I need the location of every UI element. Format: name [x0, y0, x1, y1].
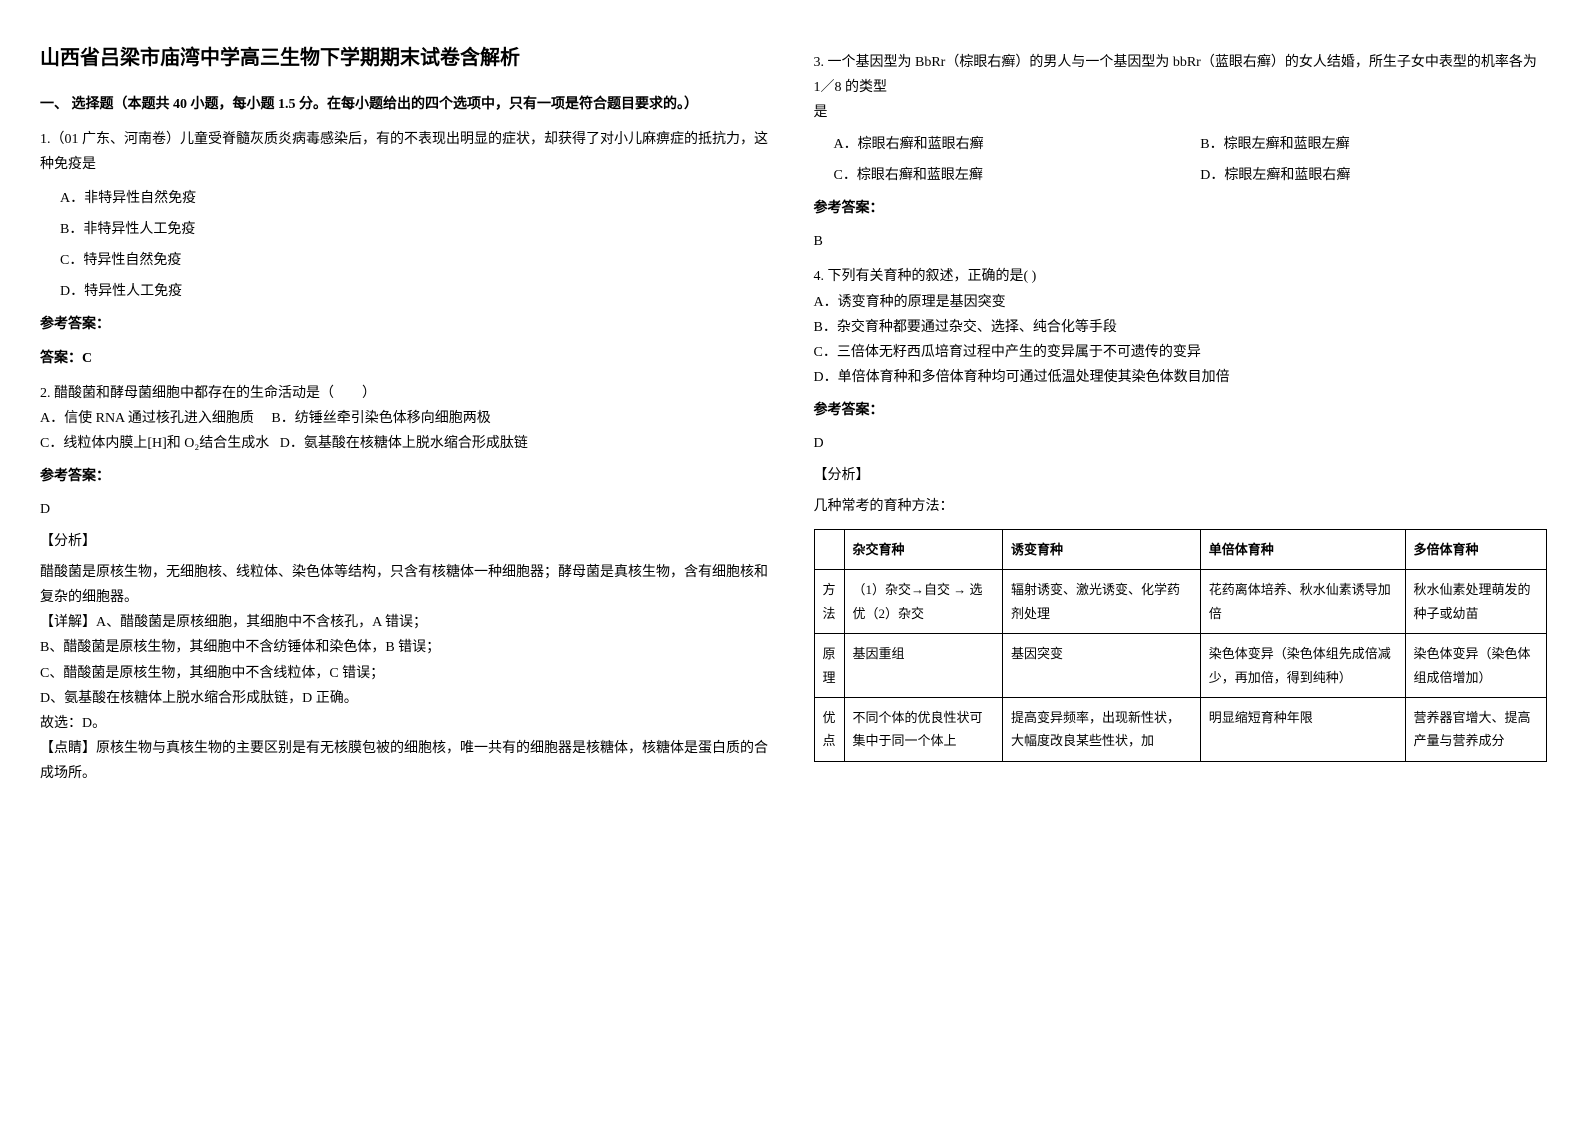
q2-detail-a: 【详解】A、醋酸菌是原核细胞，其细胞中不含核孔，A 错误； [40, 610, 774, 635]
q2-option-c: C．线粒体内膜上[H]和 O₂结合生成水 [40, 436, 269, 451]
q4-answer: D [814, 431, 1548, 456]
q3-stem2: 是 [814, 100, 1548, 125]
th-col3: 单倍体育种 [1200, 530, 1405, 570]
q2-option-b: B．纺锤丝牵引染色体移向细胞两极 [271, 411, 490, 426]
q3-answer: B [814, 229, 1548, 254]
page-title: 山西省吕梁市庙湾中学高三生物下学期期末试卷含解析 [40, 40, 774, 76]
q1-answer-label: 参考答案： [40, 312, 774, 337]
q3-answer-label: 参考答案： [814, 196, 1548, 221]
row3-cell3: 明显缩短育种年限 [1200, 697, 1405, 761]
q2-detail-d: D、氨基酸在核糖体上脱水缩合形成肽链，D 正确。 [40, 686, 774, 711]
row1-cell2: 辐射诱变、激光诱变、化学药剂处理 [1003, 570, 1201, 634]
q4-stem: 4. 下列有关育种的叙述，正确的是( ) [814, 264, 1548, 289]
th-col1: 杂交育种 [844, 530, 1003, 570]
row2-cell1: 基因重组 [844, 634, 1003, 698]
row1-cell1: （1）杂交→自交 → 选 优（2）杂交 [844, 570, 1003, 634]
q2-stem: 2. 醋酸菌和酵母菌细胞中都存在的生命活动是（ ） [40, 381, 774, 406]
th-empty [814, 530, 844, 570]
table-row: 方法 （1）杂交→自交 → 选 优（2）杂交 辐射诱变、激光诱变、化学药剂处理 … [814, 570, 1547, 634]
q1-option-d: D．特异性人工免疫 [60, 279, 774, 304]
row1-cell4: 秋水仙素处理萌发的种子或幼苗 [1405, 570, 1547, 634]
q4-analysis-label: 【分析】 [814, 463, 1548, 488]
row2-head: 原理 [814, 634, 844, 698]
th-col4: 多倍体育种 [1405, 530, 1547, 570]
row1-cell3: 花药离体培养、秋水仙素诱导加倍 [1200, 570, 1405, 634]
row2-cell4: 染色体变异（染色体组成倍增加） [1405, 634, 1547, 698]
q3-option-c: C．棕眼右癣和蓝眼左癣 [814, 163, 1181, 188]
q2-detail-c: C、醋酸菌是原核生物，其细胞中不含线粒体，C 错误； [40, 661, 774, 686]
question-1: 1.（01 广东、河南卷）儿童受脊髓灰质炎病毒感染后，有的不表现出明显的症状，却… [40, 127, 774, 371]
q1-option-b: B．非特异性人工免疫 [60, 217, 774, 242]
q1-option-c: C．特异性自然免疫 [60, 248, 774, 273]
q3-option-a: A．棕眼右癣和蓝眼右癣 [814, 132, 1181, 157]
q4-option-c: C．三倍体无籽西瓜培育过程中产生的变异属于不可遗传的变异 [814, 340, 1548, 365]
q1-option-a: A．非特异性自然免疫 [60, 186, 774, 211]
row3-cell2: 提高变异频率，出现新性状，大幅度改良某些性状，加 [1003, 697, 1201, 761]
th-col2: 诱变育种 [1003, 530, 1201, 570]
q3-option-d: D．棕眼左癣和蓝眼右癣 [1180, 163, 1547, 188]
q2-answer-label: 参考答案： [40, 464, 774, 489]
table-row: 优点 不同个体的优良性状可集中于同一个体上 提高变异频率，出现新性状，大幅度改良… [814, 697, 1547, 761]
row3-cell1: 不同个体的优良性状可集中于同一个体上 [844, 697, 1003, 761]
question-3: 3. 一个基因型为 BbRr（棕眼右癣）的男人与一个基因型为 bbRr（蓝眼右癣… [814, 50, 1548, 254]
row3-cell4: 营养器官增大、提高产量与营养成分 [1405, 697, 1547, 761]
q2-option-a: A．信使 RNA 通过核孔进入细胞质 [40, 411, 254, 426]
q2-analysis: 醋酸菌是原核生物，无细胞核、线粒体、染色体等结构，只含有核糖体一种细胞器；酵母菌… [40, 560, 774, 610]
table-header-row: 杂交育种 诱变育种 单倍体育种 多倍体育种 [814, 530, 1547, 570]
row2-cell3: 染色体变异（染色体组先成倍减少，再加倍，得到纯种） [1200, 634, 1405, 698]
q4-option-a: A．诱变育种的原理是基因突变 [814, 290, 1548, 315]
q1-stem: 1.（01 广东、河南卷）儿童受脊髓灰质炎病毒感染后，有的不表现出明显的症状，却… [40, 127, 774, 177]
q2-point: 【点睛】原核生物与真核生物的主要区别是有无核膜包被的细胞核，唯一共有的细胞器是核… [40, 736, 774, 786]
row3-head: 优点 [814, 697, 844, 761]
q1-answer: 答案：C [40, 346, 774, 371]
q2-conclusion: 故选：D。 [40, 711, 774, 736]
q2-answer: D [40, 497, 774, 522]
q4-option-d: D．单倍体育种和多倍体育种均可通过低温处理使其染色体数目加倍 [814, 365, 1548, 390]
q2-detail-b: B、醋酸菌是原核生物，其细胞中不含纺锤体和染色体，B 错误； [40, 635, 774, 660]
question-4: 4. 下列有关育种的叙述，正确的是( ) A．诱变育种的原理是基因突变 B．杂交… [814, 264, 1548, 519]
q2-option-d: D．氨基酸在核糖体上脱水缩合形成肽链 [280, 436, 528, 451]
breeding-methods-table: 杂交育种 诱变育种 单倍体育种 多倍体育种 方法 （1）杂交→自交 → 选 优（… [814, 529, 1548, 762]
q4-option-b: B．杂交育种都要通过杂交、选择、纯合化等手段 [814, 315, 1548, 340]
q2-analysis-label: 【分析】 [40, 529, 774, 554]
question-2: 2. 醋酸菌和酵母菌细胞中都存在的生命活动是（ ） A．信使 RNA 通过核孔进… [40, 381, 774, 787]
row1-head: 方法 [814, 570, 844, 634]
q4-answer-label: 参考答案： [814, 398, 1548, 423]
q3-stem: 3. 一个基因型为 BbRr（棕眼右癣）的男人与一个基因型为 bbRr（蓝眼右癣… [814, 50, 1548, 100]
q4-analysis: 几种常考的育种方法： [814, 494, 1548, 519]
row2-cell2: 基因突变 [1003, 634, 1201, 698]
section1-title: 一、 选择题（本题共 40 小题，每小题 1.5 分。在每小题给出的四个选项中，… [40, 92, 774, 117]
q3-option-b: B．棕眼左癣和蓝眼左癣 [1180, 132, 1547, 157]
table-row: 原理 基因重组 基因突变 染色体变异（染色体组先成倍减少，再加倍，得到纯种） 染… [814, 634, 1547, 698]
